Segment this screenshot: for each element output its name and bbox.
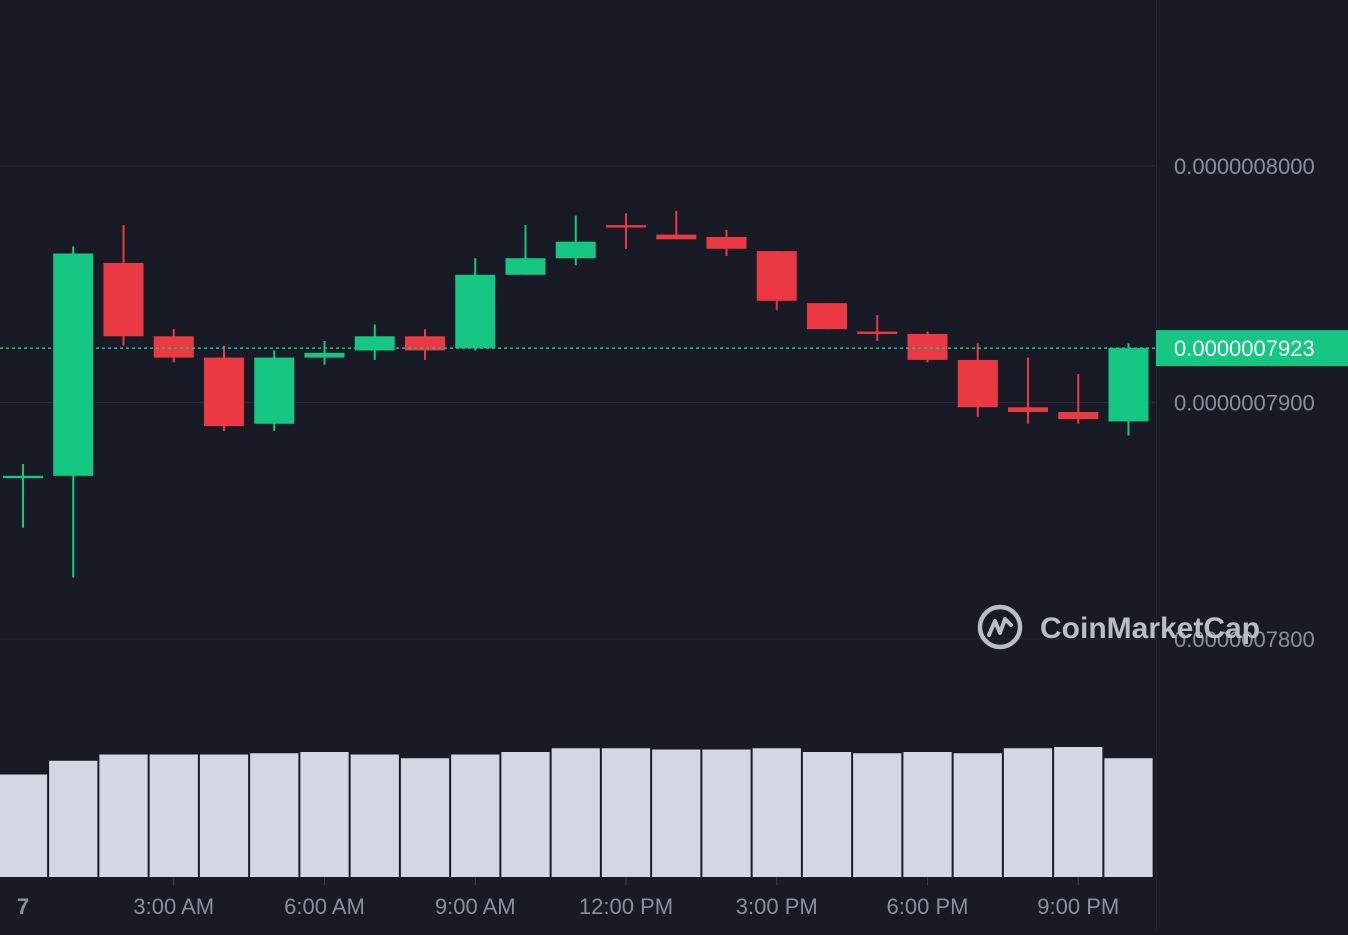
candle-down	[103, 225, 144, 346]
coinmarketcap-logo-icon	[977, 604, 1023, 650]
candle-body	[304, 352, 345, 358]
candle-up	[354, 324, 395, 360]
candle-body	[153, 336, 194, 358]
candle-body	[555, 241, 596, 259]
volume-bar	[853, 753, 902, 877]
volume-bar	[250, 753, 299, 877]
candle-down	[957, 343, 998, 417]
volume-bar	[652, 749, 701, 877]
candle-body	[405, 336, 445, 351]
candle-body	[3, 475, 43, 479]
time-axis: 7 3:00 AM 6:00 AM 9:00 AM 12:00 PM 3:00 PM 6:0…	[17, 877, 1119, 919]
candle-up	[254, 350, 295, 431]
candle-body	[756, 251, 797, 301]
volume-bar	[953, 753, 1002, 877]
current-price-badge: 0.0000007923	[1156, 330, 1348, 367]
candle-down	[1008, 357, 1048, 424]
volume-bar	[451, 754, 500, 877]
volume-bars	[0, 747, 1153, 877]
volume-bar	[1054, 747, 1103, 877]
candle-down	[153, 329, 194, 363]
time-axis-label: 3:00 AM	[133, 894, 214, 919]
candle-body	[53, 253, 94, 476]
candle-body	[957, 359, 998, 408]
volume-bar	[149, 754, 198, 877]
candle-up	[455, 258, 496, 351]
volume-bar	[350, 754, 399, 877]
candle-body	[455, 274, 496, 349]
volume-bar	[0, 774, 48, 877]
volume-bar	[903, 752, 952, 877]
volume-bar	[1104, 758, 1153, 877]
time-axis-label: 3:00 PM	[736, 894, 818, 919]
time-axis-label: 12:00 PM	[579, 894, 673, 919]
price-axis: 0.0000008000 0.0000007900 0.0000007800	[1174, 154, 1315, 652]
volume-bar	[49, 760, 98, 877]
coinmarketcap-watermark: CoinMarketCap	[977, 604, 1260, 650]
candle-up	[3, 463, 43, 528]
volume-bar	[99, 754, 148, 877]
candle-down	[656, 210, 697, 240]
candle-down	[405, 329, 445, 360]
candle-body	[1058, 411, 1099, 420]
volume-bar	[400, 758, 450, 877]
candle-body	[907, 333, 948, 360]
candle-up	[1108, 343, 1149, 436]
candle-down	[907, 331, 948, 363]
candle-body	[706, 236, 747, 249]
candle-up	[304, 341, 345, 365]
candle-body	[857, 331, 898, 334]
candle-body	[505, 258, 546, 275]
volume-bar	[752, 748, 801, 877]
volume-bar	[802, 752, 852, 877]
volume-bar	[300, 752, 349, 877]
candle-body	[204, 357, 244, 427]
candle-down	[606, 213, 646, 249]
candles	[3, 210, 1149, 578]
candle-up	[505, 225, 546, 275]
volume-bar	[199, 754, 249, 877]
price-axis-label: 0.0000007800	[1174, 627, 1315, 652]
candle-down	[204, 345, 244, 431]
volume-bar	[601, 748, 651, 877]
time-axis-label: 6:00 AM	[284, 894, 365, 919]
candle-down	[857, 314, 898, 342]
candle-body	[1108, 348, 1149, 422]
candle-body	[254, 357, 295, 424]
candle-body	[606, 225, 646, 228]
price-axis-label: 0.0000008000	[1174, 154, 1315, 179]
candle-body	[354, 336, 395, 351]
volume-bar	[501, 752, 550, 877]
candle-up	[53, 246, 94, 578]
time-axis-label: 9:00 AM	[435, 894, 516, 919]
candle-up	[555, 215, 596, 266]
candle-body	[103, 262, 144, 337]
current-price-label: 0.0000007923	[1174, 336, 1315, 361]
volume-bar	[551, 748, 600, 877]
candle-body	[1008, 407, 1048, 412]
volume-bar	[702, 749, 751, 877]
watermark-text: CoinMarketCap	[1040, 612, 1260, 645]
candle-down	[756, 251, 797, 311]
candle-down	[807, 303, 847, 330]
time-axis-label: 7	[17, 894, 29, 919]
price-axis-label: 0.0000007900	[1174, 391, 1315, 416]
candle-down	[1058, 374, 1099, 424]
current-price-badge-bg	[1156, 330, 1348, 367]
candle-body	[807, 303, 847, 330]
time-axis-label: 9:00 PM	[1037, 894, 1119, 919]
candle-down	[706, 229, 747, 256]
volume-bar	[1003, 748, 1053, 877]
time-axis-label: 6:00 PM	[887, 894, 969, 919]
candle-body	[656, 234, 697, 240]
